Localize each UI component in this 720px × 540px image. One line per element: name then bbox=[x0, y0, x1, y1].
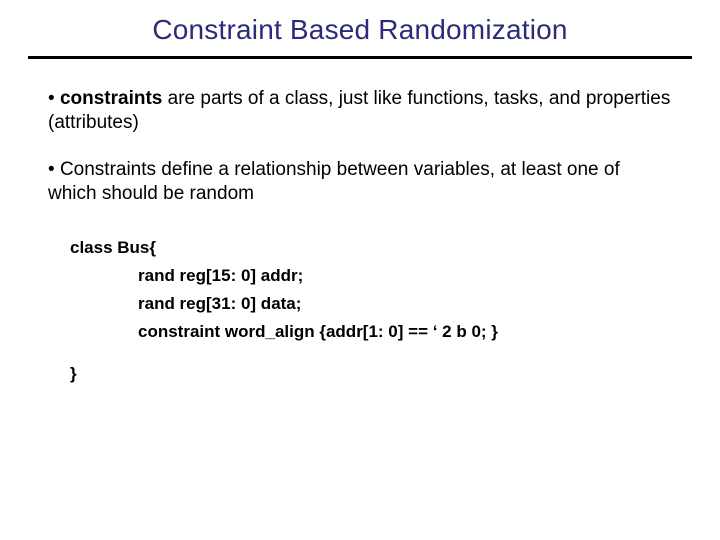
code-block: class Bus{ rand reg[15: 0] addr; rand re… bbox=[48, 228, 672, 346]
code-close-brace: } bbox=[48, 346, 672, 384]
bullet-bold-lead: constraints bbox=[60, 88, 162, 109]
bullet-dot: • bbox=[48, 159, 60, 180]
code-line: class Bus{ bbox=[70, 234, 672, 262]
slide: Constraint Based Randomization • constra… bbox=[0, 0, 720, 540]
slide-body: • constraints are parts of a class, just… bbox=[0, 59, 720, 384]
code-line: rand reg[31: 0] data; bbox=[70, 290, 672, 318]
bullet-item: • Constraints define a relationship betw… bbox=[48, 158, 672, 207]
code-line: constraint word_align {addr[1: 0] == ‘ 2… bbox=[70, 318, 672, 346]
bullet-item: • constraints are parts of a class, just… bbox=[48, 87, 672, 136]
bullet-dot: • bbox=[48, 88, 60, 109]
code-line: rand reg[15: 0] addr; bbox=[70, 262, 672, 290]
slide-title: Constraint Based Randomization bbox=[0, 0, 720, 56]
bullet-text: Constraints define a relationship betwee… bbox=[48, 159, 620, 204]
